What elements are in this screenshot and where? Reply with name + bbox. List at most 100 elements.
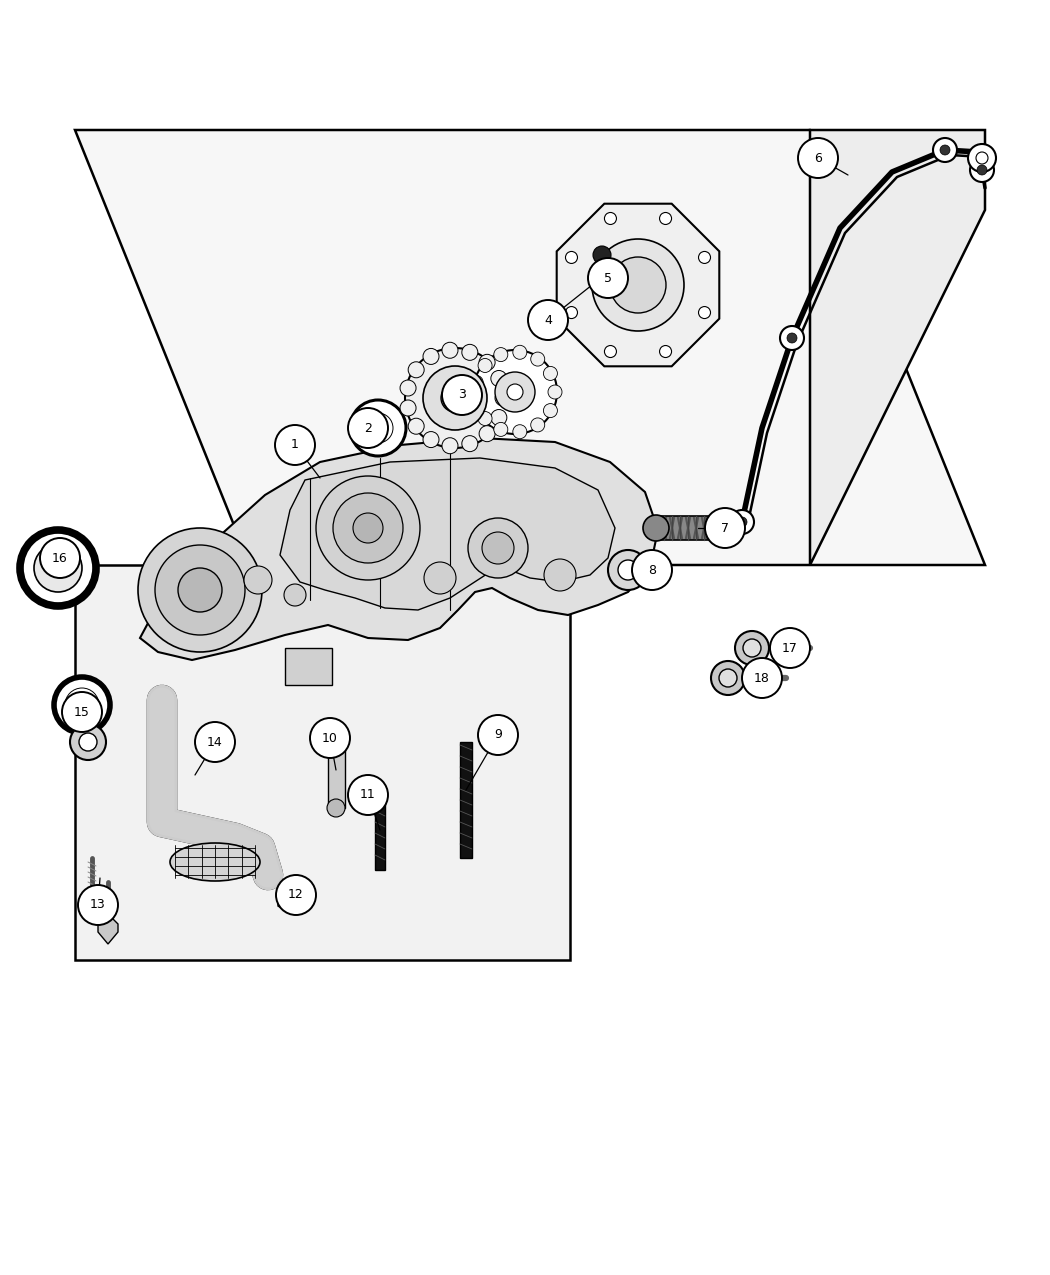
Circle shape (528, 300, 568, 340)
Circle shape (610, 258, 666, 312)
Circle shape (327, 799, 345, 817)
Polygon shape (660, 516, 730, 541)
Polygon shape (75, 130, 985, 565)
Text: 16: 16 (52, 552, 68, 565)
Circle shape (968, 144, 996, 172)
Circle shape (711, 660, 745, 695)
Circle shape (353, 513, 383, 543)
Circle shape (34, 544, 82, 592)
Circle shape (442, 437, 458, 454)
Circle shape (705, 507, 746, 548)
Circle shape (178, 567, 222, 612)
Circle shape (408, 418, 424, 435)
Circle shape (659, 213, 672, 224)
Text: 1: 1 (291, 439, 299, 451)
Circle shape (544, 404, 558, 418)
Polygon shape (810, 130, 985, 565)
Text: 2: 2 (364, 422, 372, 435)
Circle shape (592, 238, 684, 332)
Circle shape (632, 550, 672, 590)
Circle shape (70, 724, 106, 760)
Circle shape (742, 658, 782, 697)
Circle shape (275, 425, 315, 465)
Circle shape (40, 538, 80, 578)
Circle shape (442, 375, 482, 414)
Ellipse shape (170, 843, 260, 881)
Circle shape (62, 692, 102, 732)
Circle shape (507, 384, 523, 400)
Circle shape (478, 412, 492, 426)
Circle shape (970, 158, 994, 182)
Polygon shape (75, 565, 570, 960)
Polygon shape (280, 458, 615, 609)
Circle shape (479, 354, 496, 370)
Polygon shape (328, 734, 345, 808)
Circle shape (284, 584, 306, 606)
Polygon shape (375, 798, 385, 870)
Circle shape (494, 348, 508, 362)
Circle shape (408, 362, 424, 377)
Text: 14: 14 (207, 736, 223, 748)
Circle shape (933, 138, 957, 162)
Circle shape (479, 426, 496, 441)
Circle shape (65, 688, 99, 722)
Circle shape (495, 390, 511, 405)
Circle shape (244, 566, 272, 594)
Circle shape (788, 333, 797, 343)
Polygon shape (82, 890, 102, 921)
Circle shape (469, 394, 483, 408)
Circle shape (735, 631, 769, 666)
Text: 17: 17 (782, 641, 798, 654)
Circle shape (310, 718, 350, 759)
Circle shape (284, 890, 300, 907)
Circle shape (348, 775, 388, 815)
Text: 4: 4 (544, 314, 552, 326)
Circle shape (719, 669, 737, 687)
Polygon shape (460, 742, 472, 858)
Circle shape (348, 408, 388, 448)
Circle shape (730, 510, 754, 534)
Polygon shape (278, 882, 306, 914)
Circle shape (350, 400, 406, 456)
Circle shape (20, 530, 96, 606)
Circle shape (940, 145, 950, 156)
Circle shape (743, 639, 761, 657)
Text: 7: 7 (721, 521, 729, 534)
Circle shape (494, 422, 508, 436)
Circle shape (798, 138, 838, 178)
Circle shape (468, 518, 528, 578)
Circle shape (770, 629, 810, 668)
Polygon shape (98, 914, 118, 944)
Circle shape (490, 409, 507, 426)
Circle shape (138, 528, 262, 652)
Text: 5: 5 (604, 272, 612, 284)
Circle shape (618, 560, 638, 580)
Circle shape (472, 351, 556, 434)
Circle shape (544, 558, 576, 592)
Circle shape (566, 306, 578, 319)
Circle shape (363, 413, 393, 442)
Circle shape (400, 400, 416, 416)
Circle shape (512, 425, 527, 439)
Circle shape (976, 164, 987, 175)
Circle shape (780, 326, 804, 351)
Circle shape (442, 342, 458, 358)
Circle shape (424, 562, 456, 594)
Circle shape (155, 544, 245, 635)
Circle shape (495, 372, 536, 412)
Circle shape (462, 436, 478, 451)
Circle shape (588, 258, 628, 298)
Circle shape (78, 885, 118, 924)
Polygon shape (556, 204, 719, 366)
Circle shape (698, 306, 711, 319)
Text: 8: 8 (648, 564, 656, 576)
Text: 18: 18 (754, 672, 770, 685)
Circle shape (423, 348, 439, 365)
Circle shape (566, 251, 578, 264)
Text: 13: 13 (90, 899, 106, 912)
Circle shape (405, 348, 505, 448)
Circle shape (490, 371, 507, 386)
Circle shape (593, 246, 611, 264)
Circle shape (605, 213, 616, 224)
Circle shape (605, 346, 616, 357)
